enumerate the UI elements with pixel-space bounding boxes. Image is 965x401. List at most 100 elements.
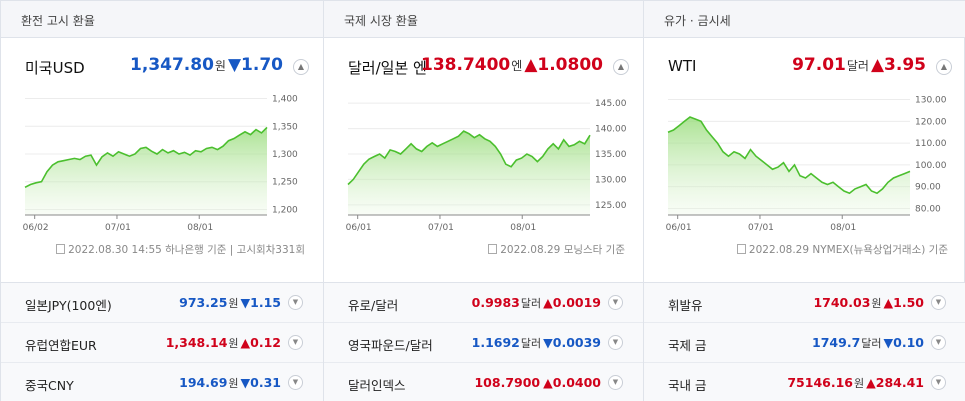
quote-list: 유로/달러 0.9983달러 ▲0.0019 ▼ 영국파운드/달러 1.1692달러 ▼0… xyxy=(324,282,643,401)
list-item[interactable]: 영국파운드/달러 1.1692달러 ▼0.0039 ▼ xyxy=(324,323,643,363)
y-tick-label: 145.00 xyxy=(595,99,627,109)
quote-arrow: ▲ xyxy=(524,55,538,75)
source-info: 2022.08.30 14:55 하나은행 기준 | 고시회차331회 xyxy=(56,242,305,257)
row-price: 1749.7 xyxy=(812,335,861,350)
row-price: 75146.16 xyxy=(787,375,853,390)
y-tick-label: 130.00 xyxy=(595,175,627,185)
quote-change: 3.95 xyxy=(884,55,926,75)
row-price: 194.69 xyxy=(179,375,228,390)
series-area xyxy=(348,131,590,215)
tab-oil-gold[interactable]: 유가 · 금시세 xyxy=(644,1,965,38)
x-tick-label: 07/01 xyxy=(428,223,454,233)
tab-intl-market[interactable]: 국제 시장 환율 xyxy=(324,1,643,38)
quote-unit: 엔 xyxy=(511,59,523,73)
quote-price: 138.7400 xyxy=(421,55,511,75)
y-tick-label: 80.00 xyxy=(915,204,941,214)
chevron-down-icon[interactable]: ▼ xyxy=(931,335,946,350)
chevron-down-icon[interactable]: ▼ xyxy=(608,335,623,350)
wti-chart: 80.00 90.00 100.00 110.00 120.00 130.00 06/01 0… xyxy=(666,96,947,233)
row-name: 중국CNY xyxy=(25,378,74,393)
x-tick-label: 07/01 xyxy=(105,223,131,233)
y-tick-label: 110.00 xyxy=(915,139,947,149)
row-value: 75146.16원 ▲284.41 xyxy=(787,375,924,391)
usd-jpy-chart: 125.00 130.00 135.00 140.00 145.00 06/01 07/01… xyxy=(346,99,627,233)
row-arrow: ▲ xyxy=(883,295,894,310)
row-unit: 원 xyxy=(228,337,239,350)
chevron-down-icon[interactable]: ▼ xyxy=(288,375,303,390)
list-item[interactable]: 국제 금 1749.7달러 ▼0.10 ▼ xyxy=(644,323,965,363)
panel-oil-gold: 유가 · 금시세 WTI 97.01달러 ▲3.95 ▲ 80.00 90.00 10… xyxy=(643,1,965,401)
list-item[interactable]: 달러인덱스 108.7900 ▲0.0400 ▼ xyxy=(324,363,643,401)
quote-change: 1.0800 xyxy=(537,55,603,75)
chevron-down-icon[interactable]: ▼ xyxy=(288,335,303,350)
source-info: 2022.08.29 NYMEX(뉴욕상업거래소) 기준 xyxy=(736,242,948,257)
row-arrow: ▲ xyxy=(866,375,876,390)
row-value: 194.69원 ▼0.31 xyxy=(179,375,281,391)
row-value: 1749.7달러 ▼0.10 xyxy=(812,335,924,351)
list-item[interactable]: 유럽연합EUR 1,348.14원 ▲0.12 ▼ xyxy=(1,323,323,363)
chevron-down-icon[interactable]: ▼ xyxy=(931,375,946,390)
row-arrow: ▲ xyxy=(543,375,553,390)
y-tick-label: 1,300 xyxy=(272,150,298,160)
row-value: 1740.03원 ▲1.50 xyxy=(813,295,924,311)
row-arrow: ▼ xyxy=(240,375,251,390)
row-unit: 달러 xyxy=(520,297,542,310)
list-item[interactable]: 일본JPY(100엔) 973.25원 ▼1.15 ▼ xyxy=(1,283,323,323)
row-price: 108.7900 xyxy=(474,375,541,390)
chevron-down-icon[interactable]: ▼ xyxy=(608,375,623,390)
main-quote[interactable]: WTI 97.01달러 ▲3.95 ▲ xyxy=(668,55,952,81)
row-unit: 원 xyxy=(854,377,865,390)
chevron-down-icon[interactable]: ▼ xyxy=(608,295,623,310)
list-item[interactable]: 중국CNY 194.69원 ▼0.31 ▼ xyxy=(1,363,323,401)
row-change: 284.41 xyxy=(875,375,924,390)
row-value: 1.1692달러 ▼0.0039 xyxy=(472,335,601,351)
x-tick-label: 06/01 xyxy=(666,223,692,233)
row-name: 국제 금 xyxy=(668,338,707,353)
quote-name: 미국USD xyxy=(25,59,85,77)
row-price: 0.9983 xyxy=(471,295,520,310)
quote-value: 1,347.80원 ▼1.70 xyxy=(130,55,283,75)
row-name: 일본JPY(100엔) xyxy=(25,298,112,313)
panel-exchange-notice: 환전 고시 환율 미국USD 1,347.80원 ▼1.70 ▲ 1,200 1,2… xyxy=(1,1,323,401)
series-line xyxy=(24,126,268,189)
row-arrow: ▼ xyxy=(883,335,894,350)
row-unit: 달러 xyxy=(520,337,542,350)
usd-chart: 1,200 1,250 1,300 1,350 1,400 06/02 07/01 08/01 xyxy=(23,95,298,233)
row-name: 달러인덱스 xyxy=(348,378,406,393)
row-change: 0.31 xyxy=(250,375,281,390)
row-name: 휘발유 xyxy=(668,298,703,313)
row-price: 1.1692 xyxy=(471,335,520,350)
chevron-up-icon[interactable]: ▲ xyxy=(293,59,309,75)
row-price: 1,348.14 xyxy=(165,335,228,350)
list-item[interactable]: 휘발유 1740.03원 ▲1.50 ▼ xyxy=(644,283,965,323)
series-line xyxy=(667,116,911,195)
chevron-up-icon[interactable]: ▲ xyxy=(936,59,952,75)
y-tick-label: 135.00 xyxy=(595,150,627,160)
row-change: 1.50 xyxy=(893,295,924,310)
series-line xyxy=(347,130,591,186)
chevron-down-icon[interactable]: ▼ xyxy=(931,295,946,310)
document-icon xyxy=(736,244,746,254)
tab-exchange-notice[interactable]: 환전 고시 환율 xyxy=(1,1,323,38)
row-name: 영국파운드/달러 xyxy=(348,338,433,353)
quote-arrow: ▲ xyxy=(870,55,885,75)
row-change: 0.12 xyxy=(250,335,281,350)
quote-name: 달러/일본 엔 xyxy=(348,59,427,77)
list-item[interactable]: 국내 금 75146.16원 ▲284.41 ▼ xyxy=(644,363,965,401)
row-arrow: ▼ xyxy=(240,295,251,310)
row-unit: 원 xyxy=(228,377,239,390)
chevron-down-icon[interactable]: ▼ xyxy=(288,295,303,310)
y-tick-label: 1,350 xyxy=(272,122,298,132)
chevron-up-icon[interactable]: ▲ xyxy=(613,59,629,75)
quote-price: 97.01 xyxy=(792,55,846,75)
source-info: 2022.08.29 모닝스타 기준 xyxy=(488,242,625,257)
list-item[interactable]: 유로/달러 0.9983달러 ▲0.0019 ▼ xyxy=(324,283,643,323)
row-name: 국내 금 xyxy=(668,378,707,393)
y-tick-label: 125.00 xyxy=(595,201,627,211)
main-quote[interactable]: 미국USD 1,347.80원 ▼1.70 ▲ xyxy=(25,55,309,81)
main-quote[interactable]: 달러/일본 엔 138.7400엔 ▲1.0800 ▲ xyxy=(348,55,629,81)
row-unit: 원 xyxy=(228,297,239,310)
row-change: 0.0019 xyxy=(552,295,601,310)
series-area xyxy=(668,117,910,215)
y-tick-label: 130.00 xyxy=(915,96,947,106)
